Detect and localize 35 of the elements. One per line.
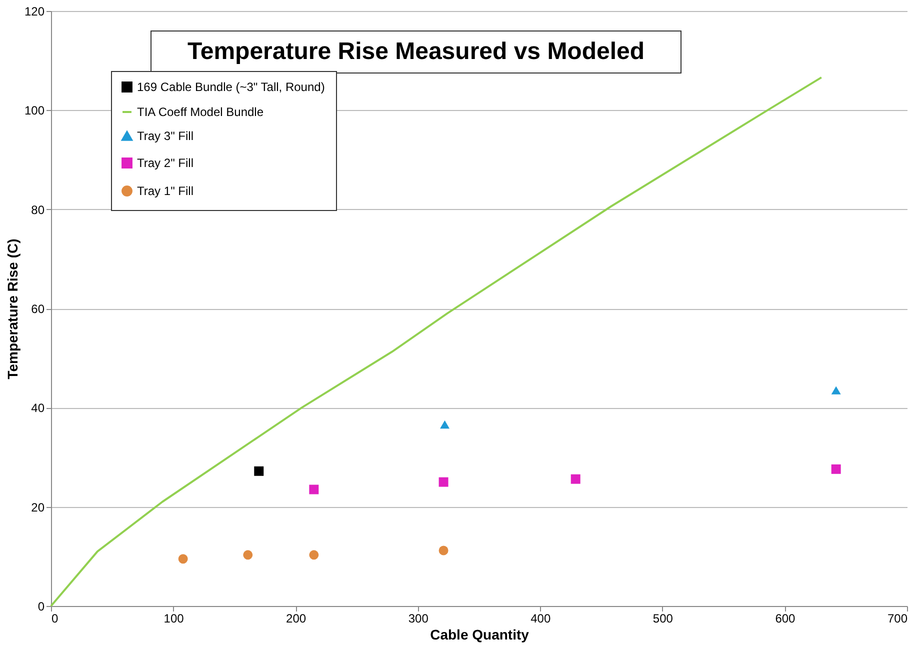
point bbox=[570, 474, 580, 484]
x-tick-label: 500 bbox=[652, 612, 674, 626]
point bbox=[178, 554, 188, 564]
point bbox=[309, 550, 319, 560]
x-tick-label: 200 bbox=[286, 612, 306, 626]
legend-label: Tray 1" Fill bbox=[137, 184, 194, 198]
legend-label: Tray 2" Fill bbox=[137, 156, 194, 170]
x-tick-label: 100 bbox=[164, 612, 184, 626]
point bbox=[438, 546, 448, 556]
y-tick-label: 120 bbox=[24, 4, 45, 18]
y-tick-label: 0 bbox=[38, 600, 45, 614]
x-tick-label: 0 bbox=[52, 612, 58, 626]
point bbox=[831, 386, 841, 394]
text: Temperature Rise Measured vs Modeled bbox=[187, 38, 645, 65]
point bbox=[438, 477, 448, 487]
legend-label: TIA Coeff Model Bundle bbox=[137, 105, 264, 119]
x-tick-label: 400 bbox=[530, 612, 551, 626]
x-tick-label: 600 bbox=[775, 612, 796, 626]
x-tick-label: 700 bbox=[887, 612, 908, 626]
point bbox=[243, 550, 253, 560]
y-tick-label: 60 bbox=[31, 302, 45, 316]
x-tick-label: 300 bbox=[408, 612, 429, 626]
point bbox=[309, 484, 319, 494]
line-series bbox=[50, 76, 822, 607]
x-axis-title: Cable Quantity bbox=[430, 626, 530, 642]
legend-label: Tray 3" Fill bbox=[137, 129, 194, 143]
legend-label: 169 Cable Bundle (~3" Tall, Round) bbox=[137, 80, 325, 94]
y-tick-label: 20 bbox=[31, 500, 45, 514]
point bbox=[254, 466, 264, 476]
y-tick-label: 80 bbox=[31, 202, 45, 217]
point bbox=[831, 464, 841, 474]
y-tick-label: 100 bbox=[24, 104, 45, 118]
y-axis-title: Temperature Rise (C) bbox=[4, 238, 20, 380]
y-tick-label: 40 bbox=[31, 401, 45, 416]
point bbox=[440, 420, 450, 429]
